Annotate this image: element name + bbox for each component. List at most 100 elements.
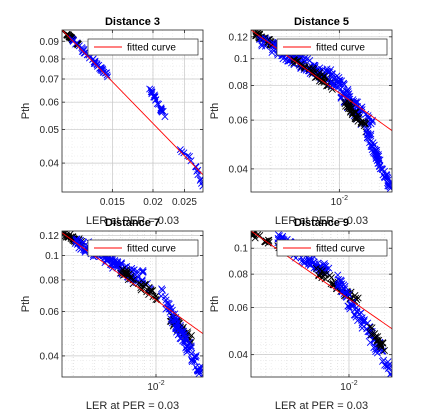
- data-point-marker: [380, 346, 388, 355]
- data-point-marker: [375, 340, 383, 348]
- data-point-marker: [101, 69, 109, 77]
- data-point-marker: [318, 267, 326, 275]
- y-tick-label: 0.1: [234, 244, 248, 255]
- data-point-marker: [149, 293, 157, 301]
- data-point-marker: [368, 324, 376, 332]
- legend-box: [87, 38, 199, 56]
- data-point-marker: [117, 269, 125, 277]
- data-point-marker: [367, 132, 375, 140]
- data-point-marker: [340, 281, 348, 289]
- data-point-marker: [62, 233, 70, 241]
- data-point-marker: [168, 306, 176, 314]
- data-point-marker: [334, 271, 342, 279]
- data-point-marker: [370, 331, 378, 339]
- data-point-marker: [342, 102, 350, 110]
- data-point-marker: [374, 155, 382, 163]
- x-tick-label: 0.015: [100, 197, 125, 208]
- data-point-marker: [358, 324, 366, 332]
- x-axis-label: LER at PER = 0.03: [275, 215, 368, 227]
- data-point-marker: [354, 294, 362, 302]
- data-point-marker: [159, 107, 167, 115]
- data-point-marker: [325, 68, 333, 76]
- data-point-marker: [153, 100, 161, 108]
- data-point-marker: [360, 318, 368, 326]
- data-point-marker: [368, 118, 376, 126]
- y-tick-label: 0.06: [229, 116, 249, 127]
- data-point-marker: [161, 113, 169, 121]
- data-point-marker: [367, 120, 375, 128]
- data-point-marker: [197, 372, 203, 377]
- data-point-marker: [158, 107, 166, 115]
- data-point-marker: [328, 70, 336, 78]
- data-point-marker: [385, 361, 392, 369]
- y-tick-label: 0.1: [45, 251, 59, 262]
- y-tick-label: 0.04: [40, 351, 60, 362]
- y-axis-label: Pth: [209, 296, 221, 313]
- data-point-marker: [337, 276, 345, 284]
- data-point-marker: [317, 78, 325, 86]
- x-axis-label: LER at PER = 0.03: [275, 400, 368, 412]
- data-point-marker: [358, 103, 366, 111]
- data-point-marker: [256, 231, 264, 239]
- data-point-marker: [91, 58, 99, 66]
- legend-label: fitted curve: [316, 244, 365, 255]
- axes-box: [250, 29, 393, 193]
- data-point-marker: [381, 174, 389, 182]
- data-point-marker: [327, 280, 335, 288]
- y-tick-label: 0.08: [229, 81, 249, 92]
- data-point-marker: [323, 67, 331, 75]
- y-tick-label: 0.08: [40, 275, 60, 286]
- x-tick-label: 0.025: [172, 197, 197, 208]
- data-point-marker: [195, 364, 203, 372]
- data-point-marker: [161, 293, 169, 301]
- data-point-marker: [335, 80, 343, 88]
- data-point-marker: [349, 110, 357, 118]
- data-point-marker: [158, 285, 166, 293]
- data-point-marker: [140, 283, 148, 291]
- y-tick-label: 0.07: [40, 75, 60, 86]
- data-point-marker: [146, 85, 154, 93]
- data-point-marker: [368, 146, 376, 154]
- data-point-marker: [293, 57, 301, 65]
- fitted-curve-line: [62, 232, 203, 335]
- y-axis-label: Pth: [209, 103, 221, 120]
- y-tick-label: 0.12: [40, 231, 60, 242]
- subplot-title: Distance 7: [105, 217, 160, 229]
- y-tick-label: 0.06: [229, 303, 249, 314]
- data-point-marker: [387, 370, 392, 377]
- subplot-1: 0.015 0.02 0.025 0.04 0.05 0.06 0.07 0.08 0.09 Di…: [20, 16, 204, 227]
- data-point-marker: [344, 85, 352, 93]
- data-point-marker: [359, 318, 367, 326]
- data-point-marker: [252, 30, 260, 36]
- legend: fitted curve: [276, 38, 388, 56]
- y-tick-label: 0.06: [40, 307, 60, 318]
- data-point-marker: [184, 152, 192, 160]
- y-tick-label: 0.04: [40, 159, 60, 170]
- axes-box: [250, 230, 393, 378]
- legend-box: [276, 239, 388, 257]
- data-point-marker: [344, 288, 352, 296]
- x-tick-label: 0.02: [143, 197, 163, 208]
- data-point-marker: [315, 73, 323, 81]
- data-point-marker: [265, 236, 273, 245]
- data-point-marker: [139, 268, 147, 276]
- legend: fitted curve: [276, 239, 388, 257]
- data-point-marker: [128, 264, 136, 272]
- data-point-marker: [319, 261, 327, 269]
- data-point-marker: [152, 96, 160, 104]
- data-point-marker: [372, 154, 380, 163]
- data-point-marker: [335, 78, 343, 86]
- data-point-marker: [180, 149, 188, 157]
- data-point-marker: [117, 262, 125, 270]
- y-tick-label: 0.09: [40, 37, 60, 48]
- data-point-marker: [178, 148, 186, 156]
- data-point-marker: [382, 170, 390, 178]
- data-point-marker: [373, 345, 382, 353]
- data-point-marker: [352, 313, 360, 321]
- y-tick-label: 0.1: [234, 54, 248, 65]
- data-point-marker: [151, 93, 159, 101]
- x-axis-label: LER at PER = 0.03: [86, 400, 179, 412]
- data-point-marker: [261, 35, 269, 43]
